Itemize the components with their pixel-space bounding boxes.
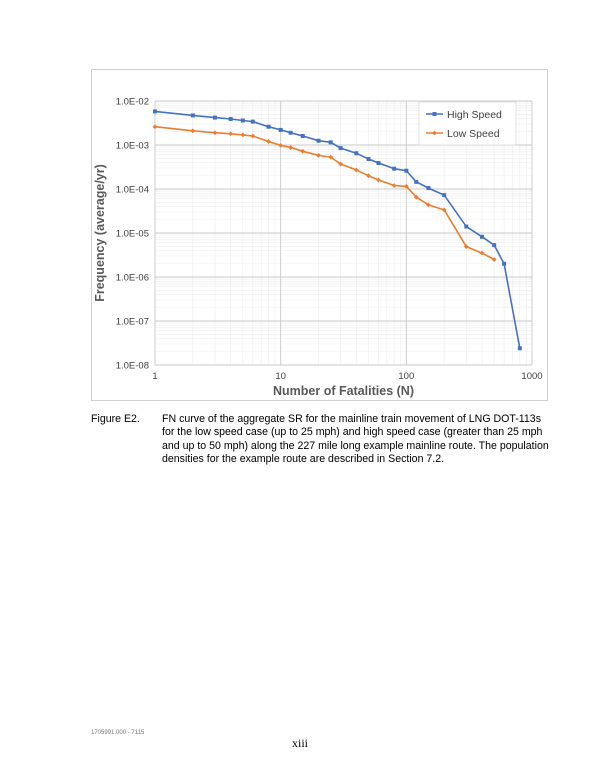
data-point-high-speed [442, 193, 447, 198]
data-point-low-speed [278, 142, 284, 148]
y-tick-label: 1.0E-03 [116, 141, 149, 152]
data-point-low-speed [366, 173, 371, 179]
data-point-low-speed [316, 153, 321, 158]
x-axis-title: Number of Fatalities (N) [273, 384, 414, 398]
page-number: xiii [291, 736, 308, 750]
legend-box [418, 101, 517, 146]
data-point-high-speed [278, 127, 283, 132]
data-point-high-speed [517, 346, 522, 351]
data-point-low-speed [328, 154, 334, 160]
data-point-high-speed [328, 140, 333, 145]
data-point-low-speed [190, 128, 196, 134]
data-point-low-speed [266, 139, 271, 144]
document-code: 1705991.000 - 7115 [91, 730, 145, 736]
legend-marker [432, 112, 437, 116]
data-point-low-speed [152, 124, 158, 130]
y-tick-label: 1.0E-02 [116, 97, 149, 108]
data-point-high-speed [414, 179, 419, 184]
data-point-low-speed [240, 132, 246, 138]
legend-marker [432, 130, 437, 136]
data-point-low-speed [441, 207, 447, 213]
data-point-low-speed [413, 194, 419, 200]
y-tick-label: 1.0E-05 [116, 229, 149, 240]
data-point-low-speed [353, 167, 359, 173]
y-tick-label: 1.0E-06 [116, 273, 149, 284]
data-point-high-speed [228, 116, 233, 121]
data-point-high-speed [404, 168, 409, 173]
data-point-high-speed [464, 224, 469, 229]
data-point-high-speed [479, 234, 484, 239]
x-tick-label: 1000 [521, 371, 542, 382]
fn-curve-chart: 1 10 100 1000 1.0E-08 1.0E-07 1.0E-06 1.0E-05 1.… [93, 97, 543, 399]
data-point-high-speed [190, 113, 195, 118]
caption-label: Figure E2. [91, 413, 140, 425]
data-point-low-speed [391, 183, 397, 188]
data-point-low-speed [403, 183, 409, 189]
data-point-high-speed [492, 243, 497, 248]
data-point-high-speed [426, 186, 431, 191]
x-tick-label: 10 [275, 371, 286, 382]
data-point-low-speed [491, 257, 497, 262]
y-tick-label: 1.0E-08 [116, 361, 149, 372]
data-point-high-speed [366, 157, 371, 162]
data-point-high-speed [250, 119, 255, 124]
data-point-high-speed [502, 261, 507, 266]
data-point-low-speed [463, 244, 469, 250]
data-point-high-speed [266, 124, 271, 129]
data-point-high-speed [153, 109, 157, 114]
data-point-low-speed [479, 250, 485, 256]
y-tick-label: 1.0E-07 [116, 317, 149, 328]
data-point-low-speed [250, 133, 256, 139]
data-point-low-speed [212, 130, 218, 136]
data-point-high-speed [392, 166, 397, 171]
data-point-high-speed [240, 118, 245, 123]
data-point-low-speed [288, 145, 294, 150]
data-point-high-speed [300, 134, 305, 139]
chart-frame: 1 10 100 1000 1.0E-08 1.0E-07 1.0E-06 1.0E-05 1.… [91, 69, 548, 401]
data-point-high-speed [212, 115, 217, 120]
x-tick-label: 1 [152, 371, 157, 382]
data-point-low-speed [338, 161, 344, 167]
data-point-low-speed [300, 148, 306, 154]
data-point-high-speed [338, 146, 343, 151]
data-point-high-speed [376, 160, 381, 165]
y-tick-label: 1.0E-04 [116, 185, 149, 196]
legend-label: High Speed [447, 109, 502, 121]
y-axis-title: Frequency (average/yr) [93, 164, 107, 302]
data-point-high-speed [288, 130, 293, 135]
data-point-low-speed [376, 177, 381, 183]
data-point-low-speed [426, 202, 431, 208]
x-tick-label: 100 [398, 371, 414, 382]
data-point-high-speed [316, 138, 321, 143]
data-point-low-speed [228, 131, 234, 137]
caption-text: FN curve of the aggregate SR for the mai… [162, 413, 549, 465]
data-point-high-speed [354, 151, 359, 156]
legend-label: Low Speed [447, 128, 500, 140]
